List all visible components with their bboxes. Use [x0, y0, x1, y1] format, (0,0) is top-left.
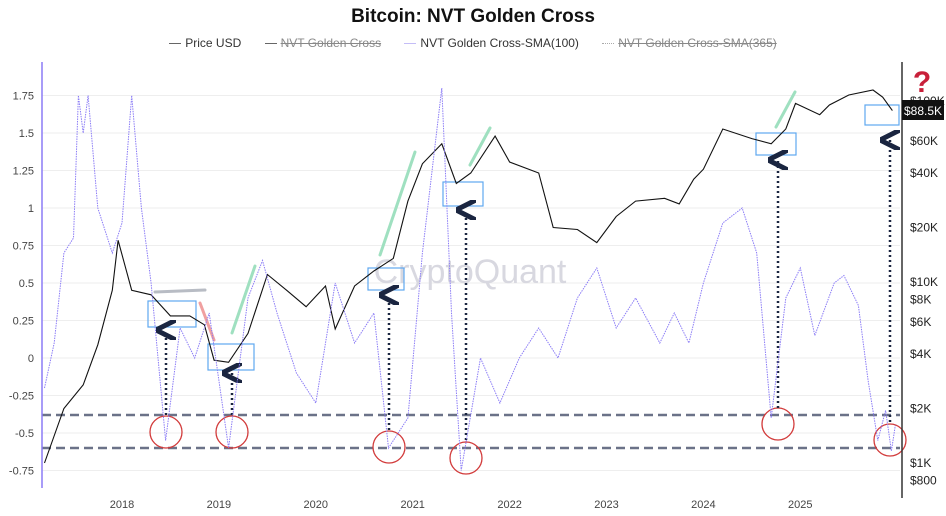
y-left-tick-label: 1.75: [13, 91, 34, 103]
signal-circle: [449, 441, 483, 475]
annotations: [42, 90, 907, 475]
x-tick-label: 2019: [207, 499, 231, 511]
y-right-tick-label: $40K: [910, 166, 938, 180]
y-right-tick-label: $8K: [910, 293, 931, 307]
signal-circle: [149, 415, 183, 449]
y-right-tick-label: $60K: [910, 134, 938, 148]
y-left-tick-label: -0.5: [15, 428, 34, 440]
last-price-tag: [902, 100, 944, 120]
entry-box: [207, 343, 255, 371]
legend-item-sma100[interactable]: NVT Golden Cross-SMA(100): [404, 36, 579, 50]
x-tick-label: 2023: [594, 499, 618, 511]
y-right-tick-label: $6K: [910, 315, 931, 329]
legend-label: NVT Golden Cross: [280, 36, 382, 50]
x-tick-label: 2018: [110, 499, 134, 511]
x-tick-label: 2020: [304, 499, 328, 511]
y-right-tick-label: $10K: [910, 275, 938, 289]
chart-title: Bitcoin: NVT Golden Cross: [351, 6, 595, 27]
legend-label: Price USD: [185, 36, 242, 50]
x-tick-label: 2021: [400, 499, 424, 511]
entry-box: [442, 181, 484, 207]
signal-circle: [761, 407, 795, 441]
y-right-tick-label: $2K: [910, 402, 931, 416]
price-line: [43, 89, 893, 464]
x-tick-label: 2022: [497, 499, 521, 511]
watermark-logo: CryptoQuant: [374, 253, 567, 291]
y-right-tick-label: $4K: [910, 347, 931, 361]
legend: Price USD NVT Golden Cross NVT Golden Cr…: [0, 36, 946, 50]
y-left-tick-label: 1.5: [19, 128, 34, 140]
y-left-tick-label: -0.75: [9, 466, 34, 478]
signal-circle: [372, 430, 406, 464]
last-price-label: $88.5K: [904, 104, 942, 118]
legend-label: NVT Golden Cross-SMA(100): [420, 36, 579, 50]
y-left-tick-label: 1.25: [13, 166, 34, 178]
signal-circle: [215, 415, 249, 449]
legend-label: NVT Golden Cross-SMA(365): [618, 36, 777, 50]
entry-box: [755, 132, 797, 156]
y-left-tick-label: 0: [28, 353, 34, 365]
entry-box: [864, 104, 900, 126]
y-right-tick-label: $800: [910, 474, 937, 488]
y-left-tick-label: 0.5: [19, 278, 34, 290]
x-tick-label: 2025: [788, 499, 812, 511]
y-left-tick-label: 1: [28, 203, 34, 215]
y-right-tick-label: $1K: [910, 456, 931, 470]
legend-item-price[interactable]: Price USD: [169, 36, 241, 50]
y-left-tick-label: 0.25: [13, 316, 34, 328]
y-left-tick-label: 0.75: [13, 241, 34, 253]
y-right-tick-label: $20K: [910, 221, 938, 235]
sma100-line: [44, 87, 896, 471]
y-left-tick-label: -0.25: [9, 391, 34, 403]
signal-circle: [873, 423, 907, 457]
legend-item-sma365[interactable]: NVT Golden Cross-SMA(365): [602, 36, 777, 50]
question-mark-icon: ?: [913, 66, 931, 99]
legend-item-nvt[interactable]: NVT Golden Cross: [264, 36, 382, 50]
x-tick-label: 2024: [691, 499, 715, 511]
